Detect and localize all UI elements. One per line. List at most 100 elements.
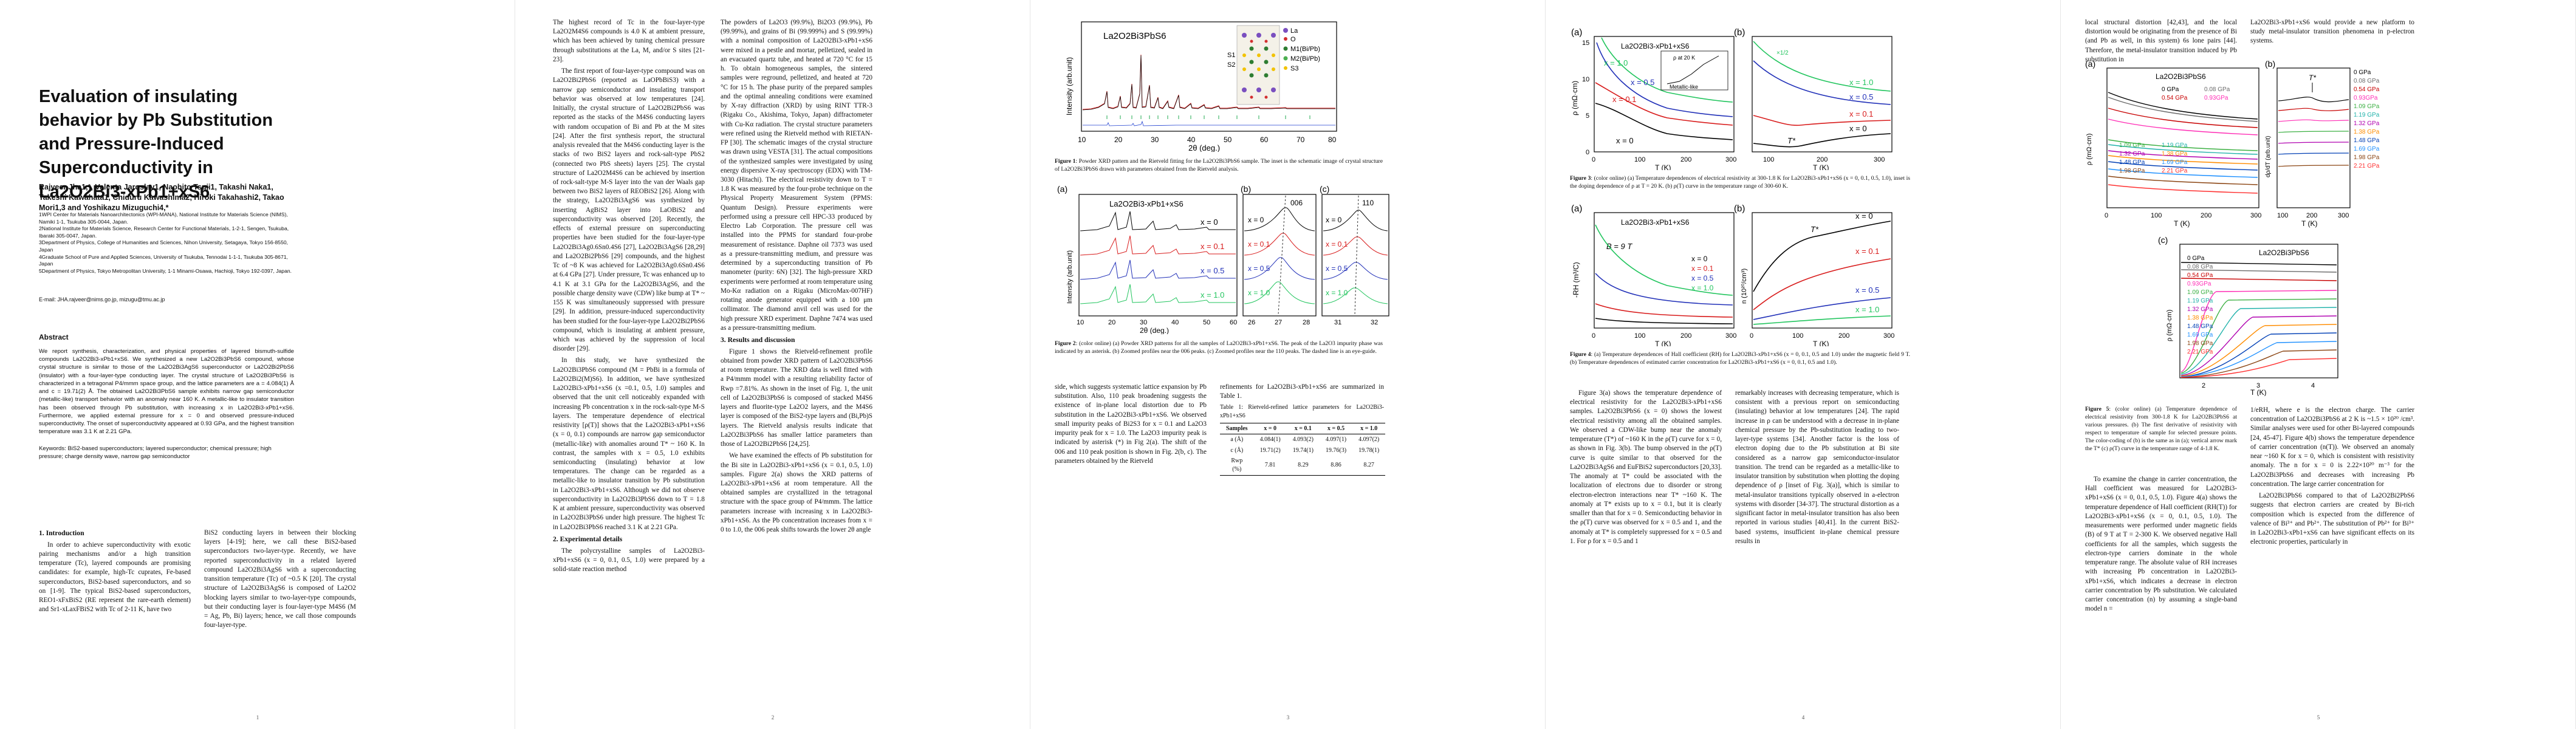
paragraph: The powders of La2O3 (99.9%), Bi2O3 (99.… xyxy=(721,19,872,332)
figure-1-plot: La2O2Bi3PbS6 10 20 30 40 50 60 70 xyxy=(1065,21,1337,152)
svg-text:x = 0: x = 0 xyxy=(1201,217,1218,227)
abstract-heading: Abstract xyxy=(39,333,69,341)
intro-paragraph: In order to achieve superconductivity wi… xyxy=(39,541,191,614)
page-1: Evaluation of insulating behavior by Pb … xyxy=(0,0,515,729)
svg-text:0: 0 xyxy=(1750,332,1753,340)
svg-text:1.69 GPa: 1.69 GPa xyxy=(2187,332,2213,338)
svg-text:200: 200 xyxy=(1680,156,1691,163)
page2-column-2: The powders of La2O3 (99.9%), Bi2O3 (99.… xyxy=(721,18,872,537)
paragraph: refinements for La2O2Bi3-xPb1+xS6 are su… xyxy=(1220,383,1384,400)
svg-text:T (K): T (K) xyxy=(1655,340,1671,346)
svg-text:1.38 GPa: 1.38 GPa xyxy=(2354,129,2380,135)
page-number: 1 xyxy=(256,714,259,720)
svg-text:200: 200 xyxy=(2306,212,2317,219)
panel-label-a: (a) xyxy=(2085,59,2095,69)
paragraph: The highest record of Tc in the four-lay… xyxy=(553,19,705,63)
svg-text:1.32 GPa: 1.32 GPa xyxy=(2354,120,2380,127)
observed-profile xyxy=(1082,54,1335,110)
inset-frame xyxy=(1660,50,1728,91)
svg-text:0: 0 xyxy=(1592,156,1595,163)
paragraph: La2O2Bi3PbS6 compared to that of La2O2Bi… xyxy=(2250,492,2414,546)
paragraph: side, which suggests systematic lattice … xyxy=(1055,383,1207,465)
svg-text:x = 1.0: x = 1.0 xyxy=(1248,289,1270,297)
series-labels-a: x = 0 x = 0.1 x = 0.5 x = 1.0 xyxy=(1201,217,1224,299)
svg-text:1.48 GPa: 1.48 GPa xyxy=(2354,137,2380,144)
svg-text:100: 100 xyxy=(2151,212,2162,219)
paragraph: La2O2Bi3-xPb1+xS6 would provide a new pl… xyxy=(2250,19,2414,45)
inset-label: Metallic-like xyxy=(1670,84,1698,90)
svg-text:x = 0.1: x = 0.1 xyxy=(1849,109,1873,118)
section-heading-experimental: 2. Experimental details xyxy=(553,535,623,543)
svg-text:300: 300 xyxy=(1725,332,1736,340)
svg-text:20: 20 xyxy=(1108,319,1115,326)
affiliation-5: 5Department of Physics, Tokyo Metropolit… xyxy=(39,267,292,274)
svg-text:T (K): T (K) xyxy=(2250,388,2266,396)
page-3: La2O2Bi3PbS6 10 20 30 40 50 60 70 xyxy=(1030,0,1546,729)
svg-text:0: 0 xyxy=(1586,149,1589,156)
intro-paragraph-cont: BiS2 conducting layers in between their … xyxy=(204,529,356,629)
svg-text:10: 10 xyxy=(1582,76,1589,83)
svg-text:5: 5 xyxy=(1586,112,1589,120)
svg-text:T*: T* xyxy=(2309,74,2316,82)
svg-text:0.54 GPa: 0.54 GPa xyxy=(2354,86,2380,93)
svg-text:26: 26 xyxy=(1248,319,1255,326)
formula-label: La2O2Bi3-xPb1+xS6 xyxy=(1621,218,1690,227)
svg-text:T*: T* xyxy=(1810,225,1819,234)
x-tick: 70 xyxy=(1297,135,1305,144)
svg-text:31: 31 xyxy=(1334,319,1341,326)
x-tick: 30 xyxy=(1151,135,1159,144)
svg-text:300: 300 xyxy=(1883,332,1894,340)
table-1-caption: Table 1: Rietveld-refined lattice parame… xyxy=(1220,404,1384,420)
y-axis-label: ρ (mΩ·cm) xyxy=(1571,81,1579,115)
svg-text:1.19 GPa: 1.19 GPa xyxy=(2162,142,2188,149)
svg-text:300: 300 xyxy=(1725,156,1736,163)
svg-text:1.09 GPa: 1.09 GPa xyxy=(2119,142,2145,149)
svg-text:200: 200 xyxy=(1680,332,1691,340)
x-ticks-a: 10 20 30 40 50 60 xyxy=(1077,319,1237,326)
svg-text:200: 200 xyxy=(1838,332,1849,340)
author-list: Rajveer Jha1,*, Valenta Jaroslav1, Naohi… xyxy=(39,183,284,212)
page5-column-1-top: local structural distortion [42,43], and… xyxy=(2085,18,2237,67)
rho-x01 xyxy=(1595,82,1733,126)
peak-110-label: 110 xyxy=(1362,199,1374,207)
svg-text:2.21 GPa: 2.21 GPa xyxy=(2354,163,2380,169)
page3-column-1: side, which suggests systematic lattice … xyxy=(1055,383,1207,468)
svg-text:0.93GPa: 0.93GPa xyxy=(2204,95,2228,101)
page-4: (a) La2O2Bi3-xPb1+xS6 x = 0 x = 0.1 x = … xyxy=(1546,0,2061,729)
page4-column-1: Figure 3(a) shows the temperature depend… xyxy=(1570,389,1722,549)
svg-text:0.08 GPa: 0.08 GPa xyxy=(2204,86,2230,93)
difference-curve xyxy=(1083,120,1335,126)
svg-text:1.09 GPa: 1.09 GPa xyxy=(2354,103,2380,110)
svg-text:0.54 GPa: 0.54 GPa xyxy=(2162,95,2188,101)
email-line[interactable]: E-mail: JHA.rajveer@nims.go.jp, mizugu@t… xyxy=(39,296,165,303)
page-number: 3 xyxy=(1286,714,1290,720)
paragraph: Figure 3(a) shows the temperature depend… xyxy=(1570,389,1722,545)
paragraph: 1/eRH, where e is the electron charge. T… xyxy=(2250,406,2414,488)
tstar-label: T* xyxy=(1787,136,1796,145)
svg-text:100: 100 xyxy=(1792,332,1803,340)
svg-text:1.32 GPa: 1.32 GPa xyxy=(2187,306,2213,313)
svg-text:x = 0: x = 0 xyxy=(1849,124,1867,133)
affiliation-4: 4Graduate School of Pure and Applied Sci… xyxy=(39,253,288,267)
svg-text:0: 0 xyxy=(1592,332,1595,340)
svg-text:0.93GPa: 0.93GPa xyxy=(2354,95,2378,101)
page-number: 2 xyxy=(771,714,775,720)
x-axis-label: 2θ (deg.) xyxy=(1188,143,1220,152)
svg-text:32: 32 xyxy=(1371,319,1378,326)
svg-text:1.19 GPa: 1.19 GPa xyxy=(2187,298,2213,304)
svg-text:60: 60 xyxy=(1230,319,1237,326)
x-tick: 60 xyxy=(1260,135,1269,144)
panel-label-b: (b) xyxy=(1241,184,1251,194)
svg-text:x = 1.0: x = 1.0 xyxy=(1691,284,1714,292)
formula-label: La2O2Bi3-xPb1+xS6 xyxy=(1621,42,1690,50)
panel-label-a: (a) xyxy=(1571,204,1582,214)
svg-text:x = 0.5: x = 0.5 xyxy=(1631,78,1654,87)
paragraph: The polycrystalline samples of La2O2Bi3-… xyxy=(553,547,705,573)
y-axis-label-a: -RH (m³/C) xyxy=(1572,262,1580,298)
plot-frame xyxy=(1081,21,1337,132)
svg-text:3: 3 xyxy=(2256,382,2260,389)
pressure-curves-a xyxy=(2108,92,2258,194)
figure-2: (a) La2O2Bi3-xPb1+xS6 x = 0 x = 0.1 x = … xyxy=(1055,182,1395,337)
paragraph: We have examined the effects of Pb subst… xyxy=(721,452,872,534)
svg-text:T (K): T (K) xyxy=(2301,219,2317,228)
